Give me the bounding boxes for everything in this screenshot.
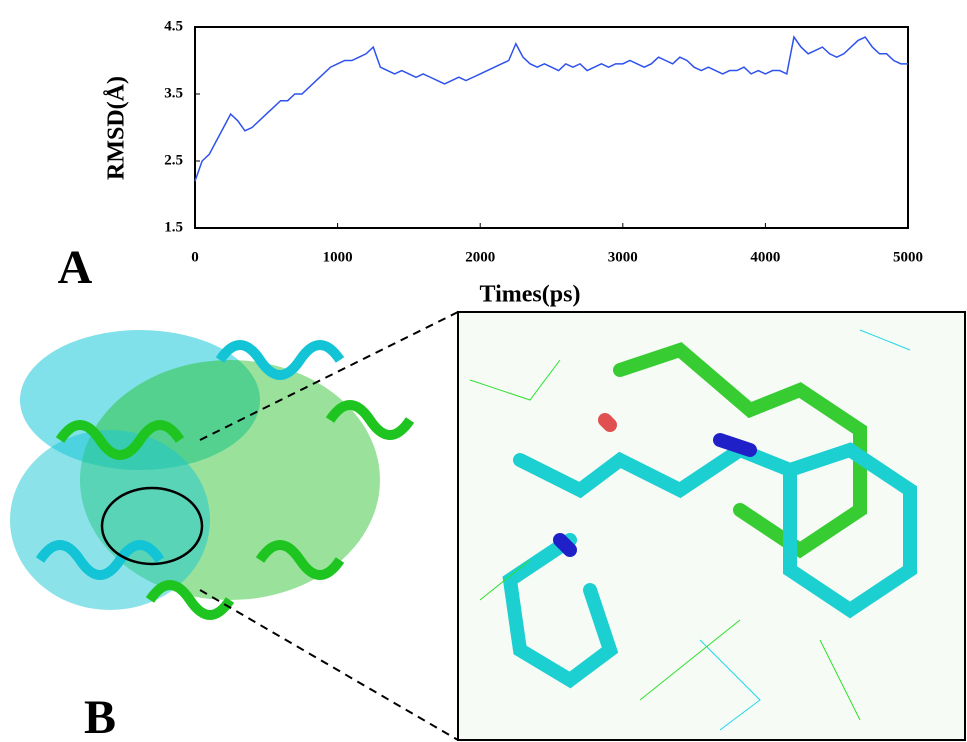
- protein-overview: [10, 330, 410, 615]
- panel-label: A: [58, 241, 93, 294]
- x-tick-label: 0: [191, 249, 199, 265]
- x-tick-label: 2000: [465, 249, 495, 265]
- figure: A B Times(ps) RMSD(Å): [0, 0, 967, 742]
- y-axis-label: RMSD(Å): [104, 76, 130, 180]
- x-tick-label: 5000: [893, 249, 923, 265]
- y-tick-label: 4.5: [164, 18, 183, 34]
- x-tick-label: 3000: [608, 249, 638, 265]
- x-tick-label: 4000: [750, 249, 780, 265]
- panel-label: B: [84, 691, 116, 742]
- y-tick-label: 3.5: [164, 85, 183, 101]
- plot-frame: [195, 27, 908, 228]
- rmsd-line: [195, 37, 908, 181]
- x-axis-label: Times(ps): [480, 282, 581, 308]
- y-tick-label: 2.5: [164, 152, 183, 168]
- x-tick-label: 1000: [323, 249, 353, 265]
- ligand-closeup: [458, 312, 965, 740]
- y-tick-label: 1.5: [164, 219, 183, 235]
